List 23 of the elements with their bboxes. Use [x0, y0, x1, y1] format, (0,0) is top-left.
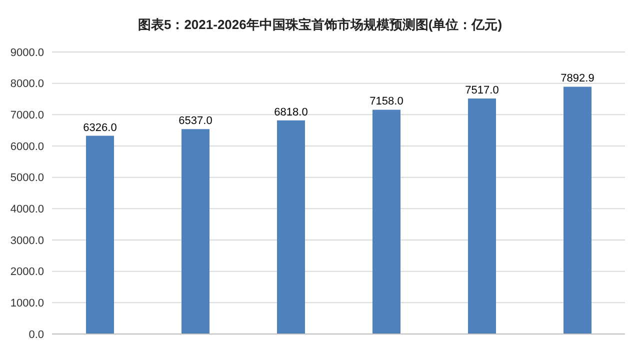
- bar: [86, 136, 114, 334]
- data-label: 6537.0: [178, 115, 212, 128]
- y-tick-label: 5000.0: [10, 172, 44, 184]
- data-label: 6818.0: [274, 106, 308, 118]
- bar: [182, 129, 210, 334]
- y-tick-label: 7000.0: [10, 110, 44, 122]
- y-tick-label: 4000.0: [10, 204, 44, 216]
- y-tick-label: 9000.0: [10, 46, 44, 59]
- data-label: 7517.0: [465, 84, 499, 96]
- y-tick-label: 8000.0: [10, 78, 44, 90]
- bar: [564, 86, 592, 334]
- y-tick-label: 3000.0: [10, 234, 44, 247]
- y-tick-label: 1000.0: [10, 298, 44, 310]
- y-tick-label: 0.0: [28, 328, 44, 341]
- data-label: 7158.0: [370, 96, 404, 108]
- chart-title: 图表5：2021-2026年中国珠宝首饰市场规模预测图(单位：亿元): [136, 16, 504, 34]
- bar: [277, 120, 305, 334]
- data-label: 7892.9: [560, 72, 594, 85]
- data-label: 6326.0: [83, 122, 117, 134]
- bar: [372, 110, 400, 334]
- bar: [468, 98, 496, 334]
- y-tick-label: 6000.0: [10, 140, 44, 153]
- y-tick-label: 2000.0: [10, 266, 44, 278]
